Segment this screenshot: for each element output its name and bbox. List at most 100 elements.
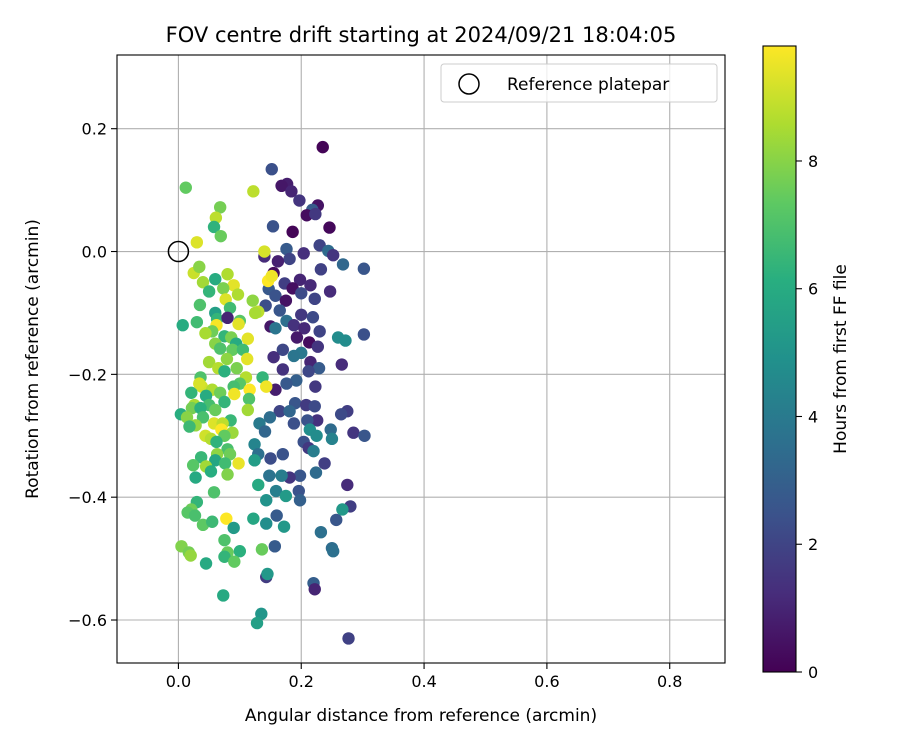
data-point	[287, 417, 301, 430]
x-tick-label: 0.6	[534, 672, 559, 691]
data-point	[276, 363, 290, 376]
data-point	[265, 163, 278, 176]
data-point	[221, 268, 234, 281]
data-point	[223, 447, 237, 461]
data-point	[236, 343, 250, 356]
data-point	[323, 285, 337, 298]
data-points	[174, 140, 371, 645]
data-point	[268, 540, 282, 553]
data-point	[193, 298, 207, 312]
data-point	[314, 263, 328, 276]
data-point	[336, 503, 349, 516]
data-point	[324, 423, 337, 436]
data-point	[308, 292, 321, 306]
data-point	[260, 494, 273, 507]
data-point	[227, 521, 240, 535]
data-point	[189, 471, 202, 484]
data-point	[217, 282, 230, 295]
data-point	[193, 260, 206, 274]
data-point	[275, 179, 288, 193]
data-point	[213, 342, 227, 355]
data-point	[326, 545, 340, 558]
data-point	[223, 301, 237, 315]
data-point	[276, 447, 290, 461]
data-point	[241, 403, 255, 417]
data-point	[213, 201, 227, 214]
data-point	[335, 358, 348, 371]
colorbar-gradient	[762, 45, 797, 673]
x-tick-label: 0.8	[657, 672, 682, 691]
colorbar-tick-label: 0	[808, 663, 818, 682]
data-point	[287, 319, 301, 332]
data-point	[209, 211, 223, 224]
data-point	[347, 426, 360, 439]
reference-marker	[167, 240, 190, 263]
data-point	[183, 420, 196, 433]
data-point	[207, 486, 221, 499]
data-point	[242, 392, 256, 406]
data-point	[312, 362, 326, 375]
colorbar-ticks: 0 2 4 6 8	[796, 152, 818, 682]
data-point	[199, 557, 213, 570]
data-point	[196, 411, 210, 424]
data-point	[231, 288, 245, 301]
data-point	[218, 395, 231, 409]
data-point	[185, 386, 198, 399]
data-point	[336, 258, 350, 271]
data-point	[243, 383, 256, 396]
data-point	[271, 255, 285, 268]
data-point	[248, 454, 261, 467]
y-tick-label: −0.2	[68, 365, 107, 384]
data-point	[255, 543, 269, 556]
data-point	[285, 185, 298, 198]
data-point	[220, 352, 234, 366]
data-point	[246, 294, 259, 307]
data-point	[193, 377, 206, 390]
x-axis-ticks: 0.0 0.2 0.4 0.6 0.8	[166, 663, 682, 691]
data-point	[306, 311, 320, 324]
legend-label: Reference platepar	[507, 75, 669, 95]
data-point	[295, 308, 308, 321]
data-point	[313, 325, 326, 338]
data-point	[357, 328, 371, 341]
data-point	[240, 352, 254, 366]
data-point	[283, 252, 296, 266]
y-axis-label: Rotation from reference (arcmin)	[23, 219, 43, 499]
data-point	[220, 512, 233, 525]
data-point	[210, 435, 223, 449]
data-point	[290, 331, 304, 344]
data-point	[186, 459, 200, 472]
colorbar-label: Hours from first FF file	[831, 264, 851, 454]
data-point	[264, 452, 277, 465]
data-point	[194, 451, 208, 464]
data-point	[226, 343, 239, 356]
data-point	[185, 401, 199, 415]
y-tick-label: 0.2	[82, 120, 107, 139]
data-point	[279, 294, 293, 307]
data-point	[196, 276, 210, 289]
data-point	[218, 533, 231, 547]
data-point	[293, 194, 306, 207]
x-axis-label: Angular distance from reference (arcmin)	[245, 706, 597, 726]
data-point	[273, 304, 286, 317]
data-point	[218, 365, 231, 378]
data-point	[190, 315, 204, 329]
grid-lines	[117, 55, 725, 663]
data-point	[248, 438, 261, 451]
data-point	[357, 262, 371, 275]
data-point	[209, 454, 222, 467]
data-point	[217, 589, 230, 602]
data-point	[258, 425, 272, 438]
data-point	[298, 322, 311, 335]
data-point	[275, 469, 288, 482]
data-point	[286, 225, 299, 239]
x-tick-label: 0.0	[166, 672, 191, 691]
data-point	[202, 355, 216, 369]
data-point	[307, 444, 320, 458]
data-point	[311, 414, 324, 427]
data-point	[280, 242, 293, 256]
data-point	[270, 509, 283, 522]
data-point	[309, 380, 322, 393]
plot-frame	[116, 54, 726, 664]
